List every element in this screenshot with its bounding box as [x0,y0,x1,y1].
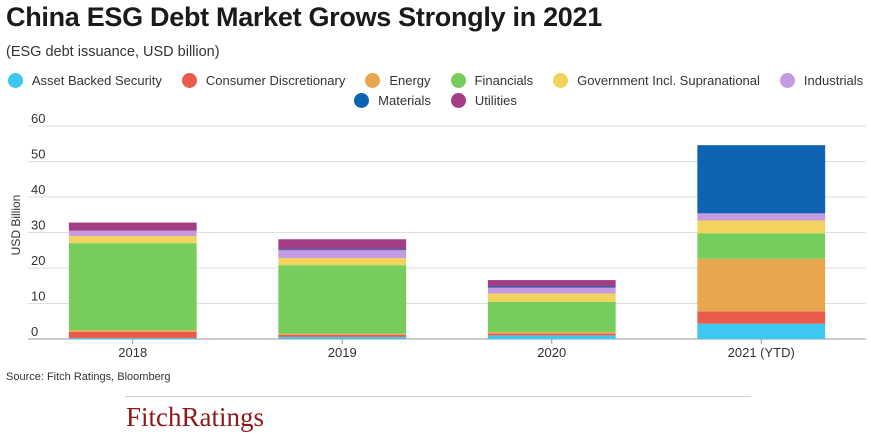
bar-segment [697,258,826,312]
legend-label: Energy [389,72,431,88]
legend-label: Materials [378,92,431,108]
bar-segment [487,333,616,336]
legend-label: Consumer Discretionary [205,72,346,88]
chart-title: China ESG Debt Market Grows Strongly in … [6,2,602,32]
bar-segment [487,286,616,288]
bar-segment [68,230,197,237]
bar-segment [487,301,616,332]
y-tick-label: 50 [31,147,45,162]
legend-label: Financials [474,72,534,88]
y-tick-label: 10 [31,289,45,304]
bar-segment [487,287,616,294]
y-tick-label: 60 [31,111,45,126]
chart-subtitle: (ESG debt issuance, USD billion) [6,44,220,60]
bar-segment [278,249,407,251]
bar-segment [278,336,407,339]
legend-item: Energy [365,72,431,88]
y-tick-label: 40 [31,182,45,197]
fitch-ratings-logo: FitchRatings [126,402,265,432]
y-axis-label: USD Billion [9,195,23,256]
source-note: Source: Fitch Ratings, Bloomberg [6,371,171,383]
bar-segment [697,311,826,324]
legend-swatch [779,72,795,88]
legend-label: Utilities [474,92,517,108]
legend-swatch [354,92,370,108]
y-tick-label: 20 [31,253,45,268]
bar-segment [68,243,197,331]
bar-segment [697,233,826,259]
legend-item: Asset Backed Security [7,72,162,88]
legend-item: Consumer Discretionary [181,72,346,88]
legend: Asset Backed Security Consumer Discretio… [0,70,871,110]
legend-label: Government Incl. Supranational [577,72,760,88]
bar-segment [697,213,826,221]
bar-segment [68,331,197,338]
bar-segment [487,331,616,334]
legend-swatch [450,72,466,88]
y-tick-label: 30 [31,218,45,233]
bar-segment [278,333,407,335]
bars [68,145,826,339]
x-tick-label: 2020 [537,345,566,360]
x-tick-label: 2021 (YTD) [728,345,795,360]
bar-segment [697,145,826,214]
y-tick-label: 0 [31,324,38,339]
legend-row-2: Materials Utilities [0,90,871,110]
legend-swatch [7,72,23,88]
bar-segment [487,280,616,287]
bar-segment [68,330,197,332]
legend-swatch [450,92,466,108]
bar-segment [278,265,407,334]
y-axis-ticks: 0 10 20 30 40 50 60 [31,111,45,339]
bar-segment [68,222,197,231]
legend-item: Industrials [779,72,864,88]
bar-segment [697,323,826,339]
legend-swatch [553,72,569,88]
bar-segment [697,220,826,234]
legend-item: Government Incl. Supranational [553,72,760,88]
legend-label: Industrials [803,72,864,88]
legend-swatch [365,72,381,88]
bar-segment [278,258,407,266]
bar-segment [278,334,407,337]
legend-swatch [181,72,197,88]
x-tick-label: 2019 [328,345,357,360]
bar-segment [487,335,616,339]
x-axis-ticks: 2018 2019 2020 2021 (YTD) [118,339,795,360]
legend-row-1: Asset Backed Security Consumer Discretio… [0,70,871,90]
legend-item: Materials [354,92,431,108]
bar-segment [278,239,407,250]
legend-label: Asset Backed Security [31,72,162,88]
footer-divider [125,396,751,397]
bar-segment [278,250,407,259]
bar-segment [487,293,616,302]
legend-item: Financials [450,72,534,88]
bar-segment [68,236,197,244]
x-tick-label: 2018 [118,345,147,360]
bar-segment [68,337,197,339]
legend-item: Utilities [450,92,517,108]
